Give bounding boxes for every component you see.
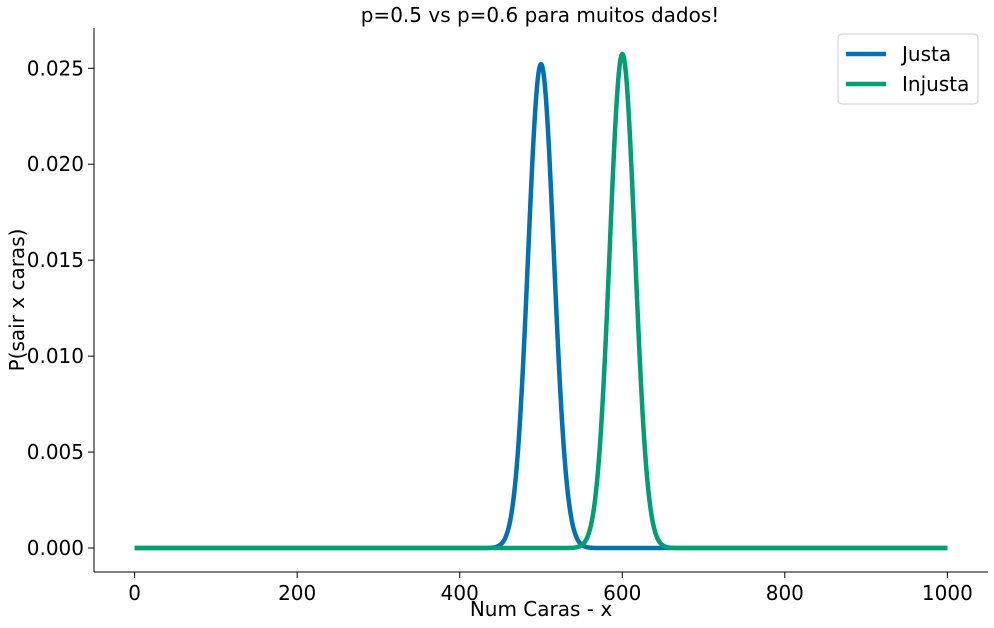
y-tick-label: 0.015 xyxy=(27,248,84,272)
legend: Justa Injusta xyxy=(837,33,979,105)
x-tick-label: 1000 xyxy=(922,581,973,605)
legend-label-injusta: Injusta xyxy=(902,72,969,96)
y-tick-label: 0.010 xyxy=(27,344,84,368)
plot-lines xyxy=(133,51,949,551)
legend-label-justa: Justa xyxy=(900,42,951,66)
y-axis-label: P(sair x caras) xyxy=(5,229,29,372)
y-tick-label: 0.000 xyxy=(27,536,84,560)
y-ticks: 0.000 0.005 0.010 0.015 0.020 0.025 xyxy=(27,56,94,560)
x-ticks: 0 200 400 600 800 1000 xyxy=(128,572,973,605)
x-tick-label: 600 xyxy=(603,581,641,605)
x-tick-label: 0 xyxy=(128,581,141,605)
chart-title: p=0.5 vs p=0.6 para muitos dados! xyxy=(361,3,720,27)
x-tick-label: 800 xyxy=(766,581,804,605)
y-tick-label: 0.020 xyxy=(27,152,84,176)
x-tick-label: 400 xyxy=(441,581,479,605)
x-axis-label: Num Caras - x xyxy=(470,597,613,621)
series-line-justa xyxy=(133,61,949,551)
legend-box xyxy=(837,33,979,105)
x-tick-label: 200 xyxy=(278,581,316,605)
y-tick-label: 0.025 xyxy=(27,56,84,80)
series-line-injusta xyxy=(133,51,949,551)
y-tick-label: 0.005 xyxy=(27,440,84,464)
